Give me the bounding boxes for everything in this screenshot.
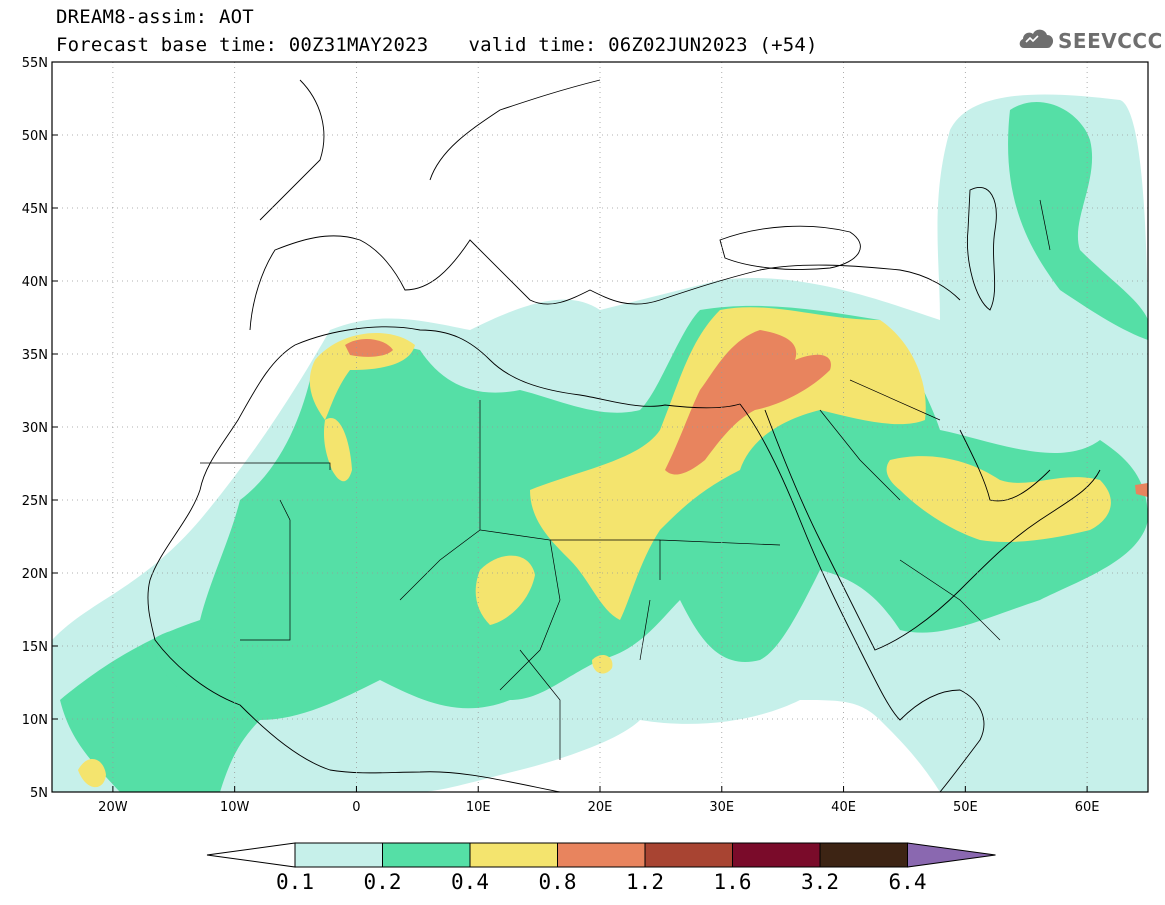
colorbar-level-label: 6.4 [888, 870, 927, 894]
valid-time-label: valid time: 06Z02JUN2023 (+54) [468, 34, 818, 56]
colorbar-segment [294, 842, 383, 868]
lat-axis: 55N 50N 45N 40N 35N 30N 25N 20N 15N 10N 5N [22, 56, 58, 801]
cloud-icon [1019, 29, 1054, 48]
lon-tick-label: 10W [220, 800, 250, 815]
colorbar-level-label: 3.2 [801, 870, 839, 894]
colorbar-segment [469, 842, 558, 868]
lon-tick-label: 20W [98, 800, 128, 815]
aot-band-high [530, 307, 926, 620]
colorbar-min-arrow [206, 842, 296, 868]
red-sea-coast [739, 403, 985, 792]
aot-band-high-chad [592, 654, 613, 674]
colorbar-level-label: 0.8 [538, 870, 577, 894]
graticule [52, 62, 1148, 792]
lat-tick-label: 40N [22, 275, 48, 290]
lat-tick-label: 10N [22, 713, 48, 728]
colorbar [206, 842, 996, 868]
colorbar-segment [644, 842, 733, 868]
lat-tick-label: 5N [30, 786, 48, 801]
black-sea [719, 225, 861, 270]
colorbar-level-label: 0.4 [451, 870, 489, 894]
lon-tick-label: 0 [352, 800, 360, 815]
lon-tick-label: 60E [1075, 800, 1100, 815]
seevccc-logo: SEEVCCC [1018, 24, 1162, 56]
caspian-sea [967, 187, 997, 311]
colorbar-level-label: 0.2 [363, 870, 402, 894]
chart-subtitle: Forecast base time: 00Z31MAY2023 valid ti… [56, 34, 818, 56]
aot-band-high-sahel [475, 555, 535, 625]
aot-band-high-morocco [309, 333, 415, 420]
lat-tick-label: 25N [22, 494, 48, 509]
lat-tick-label: 50N [22, 129, 48, 144]
lat-tick-label: 15N [22, 640, 48, 655]
lat-tick-label: 45N [22, 202, 48, 217]
colorbar-level-label: 1.2 [626, 870, 664, 894]
lat-tick-label: 20N [22, 567, 48, 582]
colorbar-max-arrow [907, 842, 996, 868]
lon-tick-label: 30E [709, 800, 734, 815]
colorbar-segment [557, 842, 646, 868]
lat-tick-label: 30N [22, 421, 48, 436]
colorbar-segment [382, 842, 471, 868]
aot-band-veryhigh-oman [1135, 483, 1148, 497]
colorbar-segment [732, 842, 821, 868]
coastlines-borders [147, 79, 1101, 792]
lon-tick-label: 50E [953, 800, 978, 815]
logo-text: SEEVCCC [1058, 29, 1163, 53]
lat-tick-label: 35N [22, 348, 48, 363]
aot-band-high-gulf [886, 456, 1111, 542]
aot-band-high-algeria [323, 418, 352, 482]
colorbar-level-label: 0.1 [276, 870, 314, 894]
base-time-label: Forecast base time: 00Z31MAY2023 [56, 34, 429, 56]
colorbar-level-label: 1.6 [713, 870, 752, 894]
aot-band-veryhigh-morocco [345, 338, 393, 357]
country-borders [200, 199, 1051, 760]
lon-tick-label: 20E [588, 800, 613, 815]
colorbar-segment [819, 842, 908, 868]
lon-axis: 20W 10W 0 10E 20E 30E 40E 50E 60E [98, 786, 1099, 815]
africa-coastline [147, 326, 741, 792]
aot-band-medium-caspian [1008, 101, 1148, 340]
europe-coast [249, 79, 961, 331]
aot-band-high-guinea [78, 759, 106, 788]
arabia-coast [764, 409, 1101, 651]
lon-tick-label: 40E [831, 800, 856, 815]
aot-band-medium-westafrica [152, 627, 265, 700]
lon-tick-label: 10E [466, 800, 491, 815]
chart-title: DREAM8-assim: AOT [56, 6, 254, 28]
aot-band-veryhigh [665, 330, 831, 475]
lat-tick-label: 55N [22, 56, 48, 71]
